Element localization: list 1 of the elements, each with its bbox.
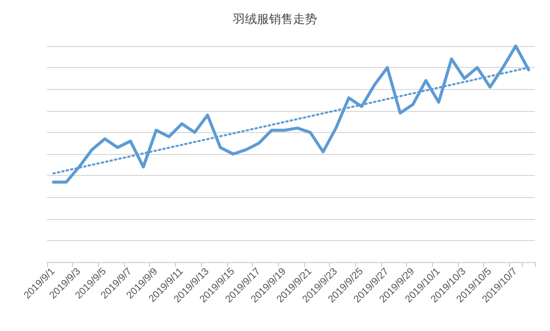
chart-title: 羽绒服销售走势: [232, 12, 317, 26]
